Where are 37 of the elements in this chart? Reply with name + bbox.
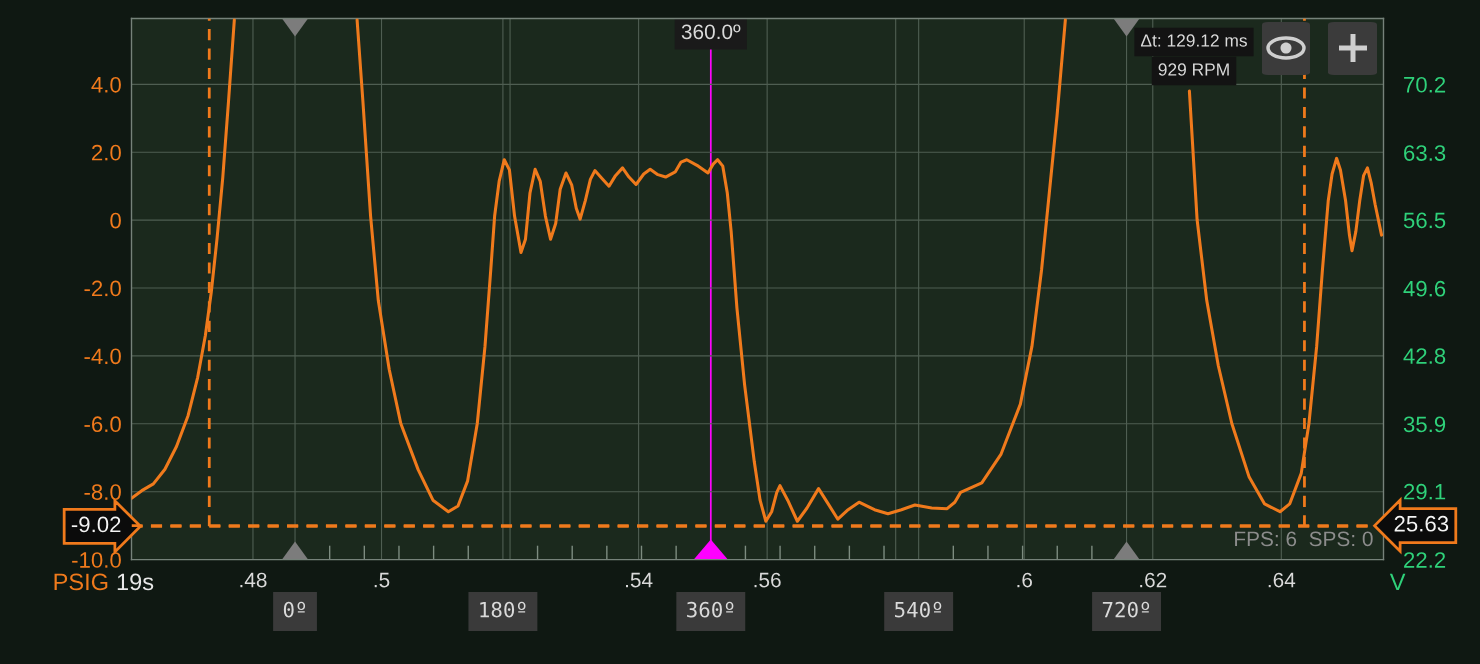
x-tick-label: .5: [374, 572, 390, 588]
x-tick-label: .54: [626, 572, 653, 588]
x-tick-label: .56: [754, 572, 781, 588]
ref-line-label: 25.63: [1394, 515, 1449, 532]
x-tick-label: .6: [1017, 572, 1032, 588]
y-axis-title: PSIG: [54, 573, 108, 591]
y-tick-label: 2.0: [92, 144, 121, 161]
x-tick-label: .48: [240, 572, 267, 588]
x2-tick-label: 180º: [480, 601, 526, 618]
annotation: 929 RPM: [1158, 63, 1229, 76]
x2-tick-label: 540º: [895, 601, 942, 618]
y2-axis-title: V: [1389, 573, 1406, 591]
y-tick-label: -2.0: [84, 280, 121, 297]
y2-tick-label: 22.2: [1404, 552, 1446, 568]
x2-tick-label: 0º: [283, 601, 306, 618]
y2-tick-label: 49.6: [1403, 280, 1446, 297]
y-tick-label: -4.0: [84, 348, 121, 365]
y2-tick-label: 63.3: [1404, 145, 1446, 161]
x2-tick-label: 360º: [687, 601, 734, 618]
y2-tick-label: 56.5: [1403, 212, 1446, 229]
ref-line-label: -9.02: [71, 516, 121, 533]
x-tick-label: .64: [1268, 572, 1296, 588]
y-tick-label: 0: [110, 212, 121, 229]
x2-tick-label: 720º: [1102, 601, 1150, 618]
y2-tick-label: 42.8: [1403, 348, 1446, 364]
x-tick-label: .62: [1140, 572, 1167, 588]
y-tick-label: 4.0: [91, 76, 121, 93]
annotation: FPS: 6 SPS: 0: [1235, 531, 1373, 547]
y-tick-label: -6.0: [84, 416, 121, 433]
text: 19s: [117, 573, 154, 591]
y2-tick-label: 29.1: [1404, 483, 1446, 500]
y2-tick-label: 70.2: [1404, 76, 1446, 93]
y2-tick-label: 35.9: [1403, 416, 1446, 433]
annotation: Δt: 129.12 ms: [1140, 34, 1247, 47]
y-tick-label: -8.0: [84, 484, 121, 500]
y-tick-label: -10.0: [72, 552, 121, 568]
ref-line-label: 360.0º: [681, 24, 741, 40]
